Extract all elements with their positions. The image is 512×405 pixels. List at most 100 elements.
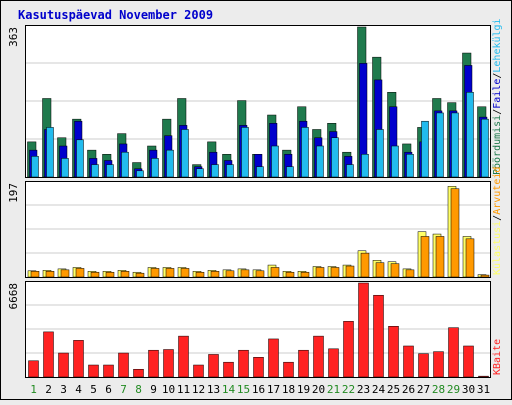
x-tick-label: 30 [462,383,475,396]
x-tick-label: 18 [282,383,295,396]
bar-sites [405,269,415,278]
bar-sites [225,270,235,278]
bar-pages [421,120,429,178]
bar-sites [345,265,355,278]
bar-sites [105,271,115,278]
y-tick-label: 6668 [7,283,20,310]
bar-kbytes [88,364,99,378]
x-tick-label: 28 [432,383,445,396]
bar-kbytes [208,354,219,378]
x-axis-labels: 1 2 3 4 5 6 7 8 9 10 11 12 13 14 15 16 17 18 19 20 21 22 23 24 2… [30,383,490,396]
bar-kbytes [103,364,114,378]
x-tick-label: 5 [90,383,97,396]
x-tick-label: 6 [105,383,112,396]
panel-middle: 197 Külastusi/Arvuteid [7,167,503,278]
bar-pages [106,164,114,178]
bar-kbytes [268,338,279,378]
bar-sites [60,269,70,278]
legend-label: Külastusi [492,221,503,275]
bar-kbytes [28,360,39,378]
bar-kbytes [223,361,234,378]
bar-pages [76,139,84,178]
bar-kbytes [463,345,474,378]
bar-pages [466,92,474,178]
bar-sites [30,271,40,278]
x-tick-label: 25 [387,383,400,396]
bar-sites [240,269,250,278]
bar-pages [286,166,294,178]
bar-pages [406,154,414,178]
bar-kbytes [313,335,324,378]
x-tick-label: 20 [312,383,325,396]
bar-kbytes [238,349,249,378]
bar-sites [390,263,400,278]
bar-pages [241,127,249,178]
x-tick-label: 8 [135,383,142,396]
bar-sites [360,252,370,278]
bar-sites [75,268,85,278]
bar-sites [330,267,340,278]
x-tick-label: 1 [30,383,37,396]
x-tick-label: 2 [45,383,52,396]
bar-kbytes [373,294,384,378]
bar-kbytes [193,364,204,378]
x-tick-label: 23 [357,383,370,396]
bar-pages [316,145,324,178]
bar-sites [375,262,385,278]
x-tick-label: 22 [342,383,355,396]
bar-pages [391,145,399,178]
bar-pages [301,127,309,178]
x-tick-label: 4 [75,383,82,396]
bar-kbytes [58,352,69,378]
bar-sites [315,267,325,278]
bar-pages [61,158,69,178]
x-tick-label: 11 [177,383,190,396]
bar-pages [361,154,369,178]
bar-kbytes [253,357,264,378]
legend-label: / [492,109,503,115]
x-tick-label: 10 [162,383,175,396]
bar-pages [436,112,444,178]
bar-pages [271,145,279,178]
x-tick-label: 14 [222,383,236,396]
bar-pages [121,151,129,178]
bar-sites [480,274,490,278]
x-tick-label: 19 [297,383,310,396]
bar-pages [256,166,264,178]
x-tick-label: 15 [237,383,250,396]
bar-kbytes [448,327,459,378]
x-tick-label: 3 [60,383,67,396]
bar-pages [46,127,54,178]
x-tick-label: 24 [372,383,386,396]
bar-pages [331,137,339,178]
bar-sites [210,271,220,278]
x-tick-label: 26 [402,383,415,396]
bar-kbytes [418,353,429,378]
legend-label: Lehekülgi [492,18,503,72]
legend-labels: KBaite [492,339,503,375]
bar-pages [211,164,219,178]
bar-kbytes [358,282,369,378]
legend-label: Arvuteid [492,167,503,215]
bar-pages [166,149,174,178]
legend-label: Faile [492,79,503,109]
bar-kbytes [163,349,174,378]
bar-pages [196,168,204,178]
bar-sites [180,268,190,278]
bar-kbytes [43,331,54,378]
bar-sites [285,271,295,278]
bar-sites [150,268,160,278]
legend-label: Pöördumisi [492,115,503,175]
bar-pages [376,129,384,178]
y-tick-label: 363 [7,27,20,47]
x-tick-label: 27 [417,383,430,396]
legend-labels: Pöördumisi/Faile/Lehekülgi [492,18,503,175]
x-tick-label: 31 [477,383,490,396]
bar-sites [165,268,175,278]
x-tick-label: 17 [267,383,280,396]
bar-kbytes [283,361,294,378]
bar-sites [90,271,100,278]
